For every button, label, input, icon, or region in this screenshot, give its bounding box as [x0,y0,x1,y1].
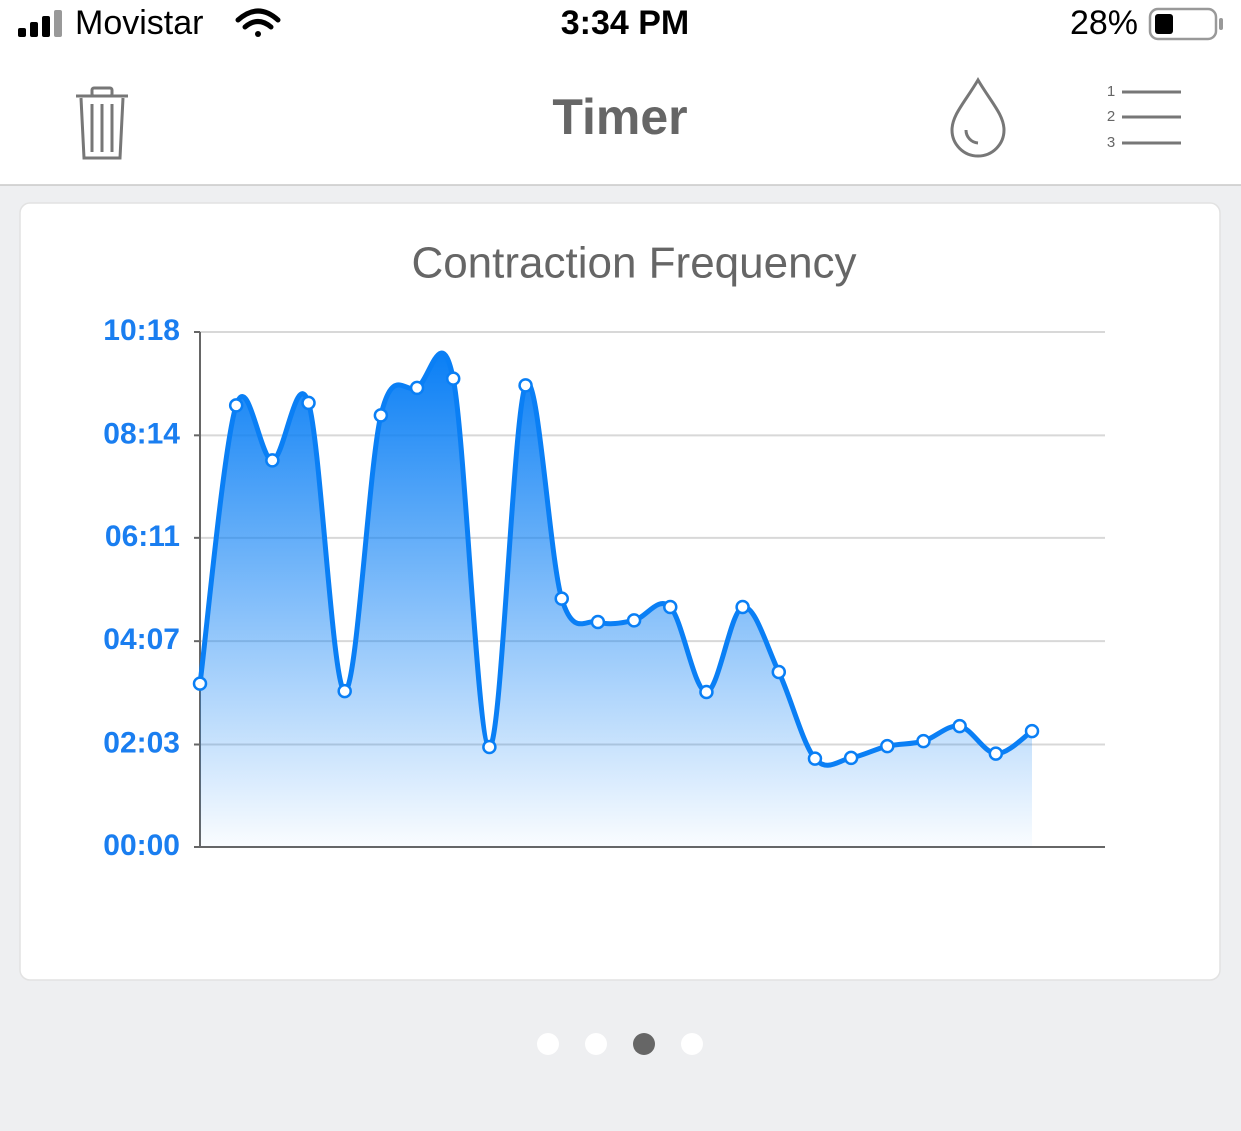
point [301,395,316,411]
list-number: 3 [1107,134,1115,151]
point [590,614,606,630]
point [843,750,859,766]
point [1024,723,1040,739]
point [192,676,208,691]
point [518,378,533,393]
area-fill [200,353,1032,847]
point [265,453,280,468]
point [771,664,787,680]
point [880,738,895,754]
trash-button[interactable] [76,86,128,160]
signal-icon [18,10,62,37]
page-dot[interactable] [585,1033,607,1055]
battery-icon [1148,7,1223,41]
y-tick-label: 04:07 [103,623,180,656]
plot: 00:00 02:03 04:07 06:11 08:14 10:18 [103,314,1105,862]
point [445,371,461,386]
carrier: Movistar [75,4,203,42]
y-tick-label: 10:18 [103,314,180,347]
point [228,398,244,413]
nav-title: Timer [552,89,687,145]
list-number: 1 [1107,83,1115,100]
point [952,718,967,734]
page-dot[interactable] [537,1033,559,1055]
wifi-icon [235,8,281,37]
drop-button[interactable] [950,77,1006,158]
y-tick-label: 06:11 [105,520,180,553]
list-number: 2 [1107,108,1115,125]
page-dot-active[interactable] [633,1033,655,1055]
point [988,746,1004,761]
point [373,408,389,423]
point [916,733,931,749]
point [663,599,678,615]
point [409,380,425,396]
point [735,599,750,615]
clock: 3:34 PM [561,4,690,42]
point [699,684,714,700]
page-dot[interactable] [681,1033,703,1055]
chart-title: Contraction Frequency [411,239,856,288]
y-tick-label: 00:00 [103,829,180,862]
page-indicator [537,1033,703,1055]
point [626,613,642,628]
point [482,739,497,755]
point [807,751,823,766]
point [337,683,352,699]
y-tick-label: 08:14 [103,417,180,450]
list-button[interactable]: 1 2 3 [1107,83,1181,151]
point [554,591,569,606]
header-bg [0,0,1241,185]
battery-level: 28% [1070,4,1138,42]
y-tick-label: 02:03 [103,726,180,759]
